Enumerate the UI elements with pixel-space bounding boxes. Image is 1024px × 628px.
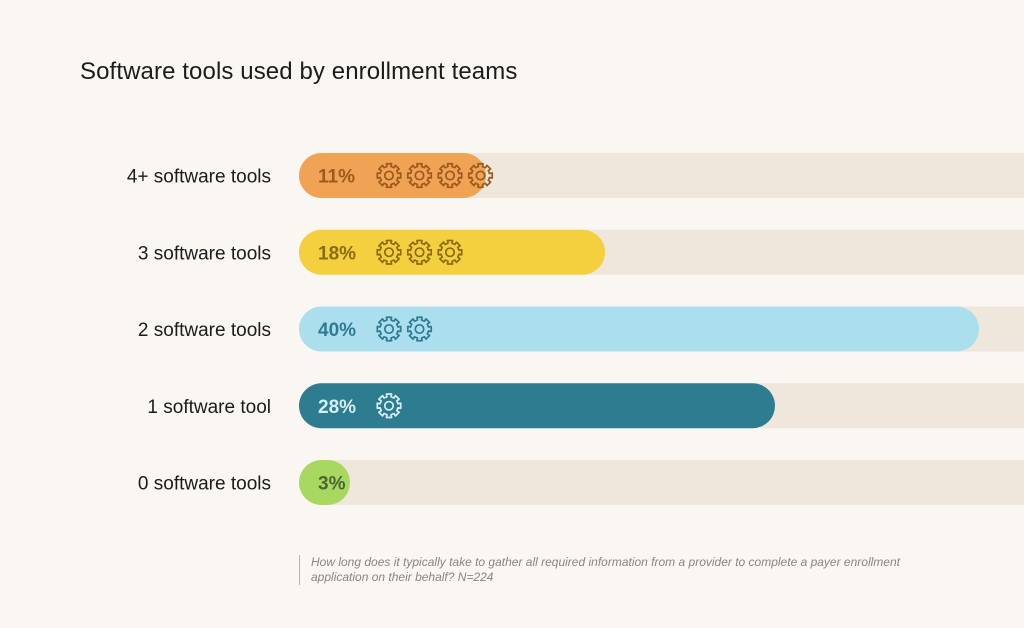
- bar: [299, 460, 350, 505]
- bar-track: [299, 460, 1024, 505]
- category-label: 0 software tools: [138, 474, 271, 495]
- gear-icon: [376, 316, 402, 342]
- bar: [299, 383, 775, 429]
- value-label: 18%: [318, 243, 356, 264]
- bar: [299, 229, 605, 275]
- gear-icon: [437, 239, 463, 265]
- chart-title: Software tools used by enrollment teams: [80, 58, 518, 85]
- bar-row: 0 software tools 3%: [138, 460, 1024, 505]
- value-label: 28%: [318, 397, 356, 418]
- footnote: How long does it typically take to gathe…: [299, 555, 911, 585]
- gear-icon: [376, 239, 402, 265]
- bar: [299, 306, 979, 352]
- value-label: 11%: [318, 167, 355, 188]
- bar-row: 1 software tool 28%: [147, 383, 1024, 429]
- gear-icon: [376, 162, 402, 189]
- category-label: 1 software tool: [147, 397, 271, 418]
- gear-icon: [467, 162, 494, 189]
- bar-row: 4+ software tools 11%: [127, 153, 1024, 198]
- bar-row: 2 software tools 40%: [138, 306, 1024, 352]
- bar-row: 3 software tools 18%: [138, 229, 1024, 275]
- gear-icon: [406, 162, 433, 189]
- category-label: 4+ software tools: [127, 167, 271, 188]
- gear-icon: [376, 393, 402, 419]
- category-label: 2 software tools: [138, 320, 271, 341]
- gear-icon: [437, 162, 463, 189]
- value-label: 3%: [318, 474, 346, 495]
- value-label: 40%: [318, 320, 356, 341]
- gear-icon: [406, 316, 433, 342]
- category-label: 3 software tools: [138, 243, 271, 264]
- gear-icon: [406, 239, 433, 265]
